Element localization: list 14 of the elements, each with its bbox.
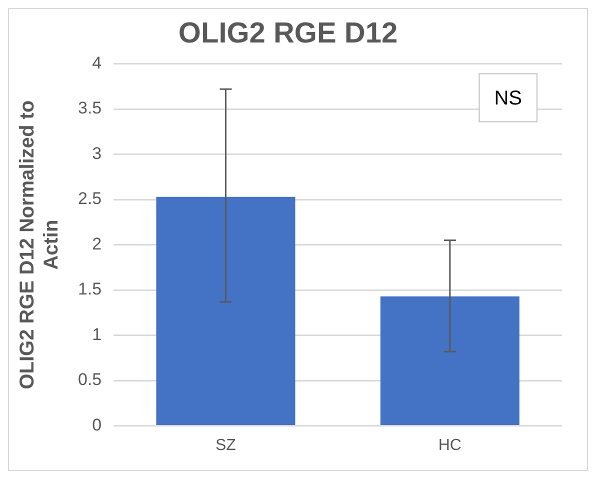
y-axis-title: OLIG2 RGE D12 Normalized to Actin	[16, 100, 63, 390]
y-tick-label: 1.5	[78, 280, 102, 299]
x-tick-label: HC	[438, 436, 462, 454]
chart-title: OLIG2 RGE D12	[178, 17, 398, 50]
y-tick-label: 4	[92, 53, 102, 72]
y-tick-label: 2	[92, 234, 102, 254]
annotation: NS	[494, 87, 522, 110]
y-tick-label: 3.5	[78, 98, 102, 118]
y-tick-label: 0.5	[78, 370, 102, 390]
y-tick-label: 0	[92, 415, 102, 434]
y-tick-label: 1	[92, 324, 102, 344]
x-tick-label: SZ	[216, 436, 236, 454]
y-tick-label: 2.5	[78, 189, 102, 208]
y-tick-label: 3	[92, 144, 102, 163]
